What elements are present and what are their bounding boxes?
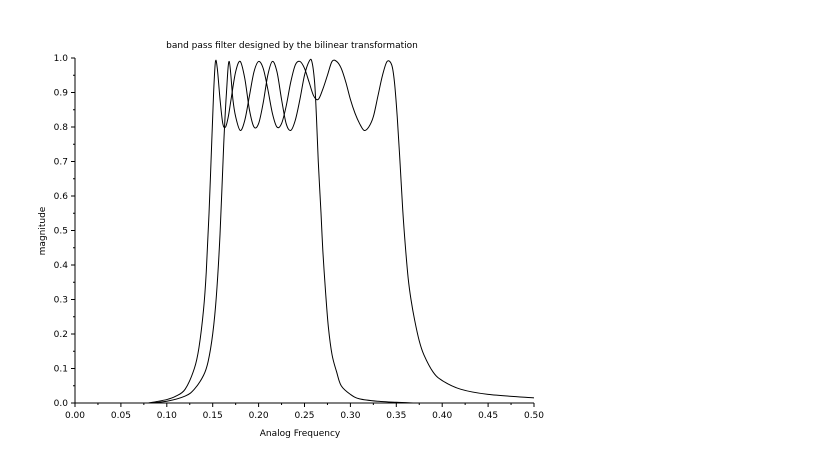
x-ticks: 0.00 0.05 0.10 0.15 0.20 0.25 0.30 0.35 0.40 0.45… xyxy=(65,403,544,421)
y-tick-label: 0.8 xyxy=(54,123,69,133)
y-tick-label: 0.9 xyxy=(54,89,69,99)
x-tick-label: 0.35 xyxy=(386,411,406,421)
y-tick-label: 0.5 xyxy=(54,227,68,237)
x-tick-label: 0.05 xyxy=(111,411,131,421)
x-tick-label: 0.50 xyxy=(524,411,544,421)
x-tick-label: 0.10 xyxy=(157,411,177,421)
x-tick-label: 0.15 xyxy=(203,411,223,421)
y-tick-label: 0.6 xyxy=(54,192,69,202)
y-tick-label: 0.4 xyxy=(54,261,69,271)
x-tick-label: 0.40 xyxy=(432,411,452,421)
chart-title: band pass filter designed by the bilinea… xyxy=(166,41,418,51)
y-ticks: 0.0 0.1 0.2 0.3 0.4 0.5 0.6 0.7 0.8 0.9 1.0 xyxy=(54,54,75,409)
y-tick-label: 0.1 xyxy=(54,365,68,375)
y-axis-label: magnitude xyxy=(38,206,48,255)
plot-area xyxy=(148,58,535,404)
x-tick-label: 0.00 xyxy=(65,411,85,421)
x-tick-label: 0.25 xyxy=(294,411,314,421)
y-tick-label: 0.7 xyxy=(54,158,68,168)
series-line-1 xyxy=(148,58,415,404)
x-axis-label: Analog Frequency xyxy=(260,429,341,439)
x-tick-label: 0.45 xyxy=(478,411,498,421)
x-tick-label: 0.30 xyxy=(340,411,360,421)
y-tick-label: 0.3 xyxy=(54,296,68,306)
x-tick-label: 0.20 xyxy=(249,411,269,421)
series-line-2 xyxy=(148,59,535,404)
y-tick-label: 0.2 xyxy=(54,330,68,340)
y-tick-label: 0.0 xyxy=(54,399,69,409)
y-tick-label: 1.0 xyxy=(54,54,69,64)
